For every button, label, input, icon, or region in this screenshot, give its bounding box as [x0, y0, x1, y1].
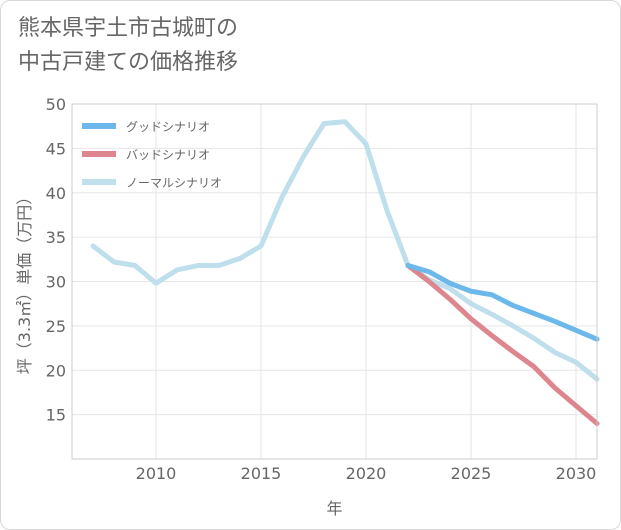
- x-tick-label: 2030: [556, 464, 597, 483]
- x-tick-label: 2020: [346, 464, 387, 483]
- chart-title-line-1: 熊本県宇土市古城町の: [18, 16, 239, 41]
- y-tick-label: 20: [46, 361, 66, 380]
- series-layer: [90, 119, 600, 426]
- y-tick-label: 15: [46, 406, 66, 425]
- series-line-2: [90, 119, 600, 382]
- series-line-0: [405, 263, 600, 342]
- chart-title: 熊本県宇土市古城町の 中古戸建ての価格推移: [18, 12, 238, 80]
- y-axis-label: 坪（3.3㎡）単価（万円）: [15, 189, 34, 374]
- y-tick-label: 40: [46, 184, 66, 203]
- y-tick-label: 50: [46, 95, 66, 114]
- legend-label: グッドシナリオ: [126, 120, 210, 134]
- y-tick-label: 25: [46, 317, 66, 336]
- x-axis-label: 年: [326, 499, 342, 518]
- y-tick-label: 45: [46, 139, 66, 158]
- series-line-1: [405, 263, 600, 426]
- legend-label: バッドシナリオ: [126, 148, 210, 162]
- y-tick-label: 30: [46, 273, 66, 292]
- x-tick-label: 2015: [241, 464, 282, 483]
- plot-area-border: [71, 103, 598, 460]
- y-tick-label: 35: [46, 228, 66, 247]
- legend-label: ノーマルシナリオ: [126, 176, 222, 190]
- x-tick-label: 2025: [451, 464, 492, 483]
- chart-title-line-2: 中古戸建ての価格推移: [18, 50, 239, 75]
- x-tick-label: 2010: [136, 464, 177, 483]
